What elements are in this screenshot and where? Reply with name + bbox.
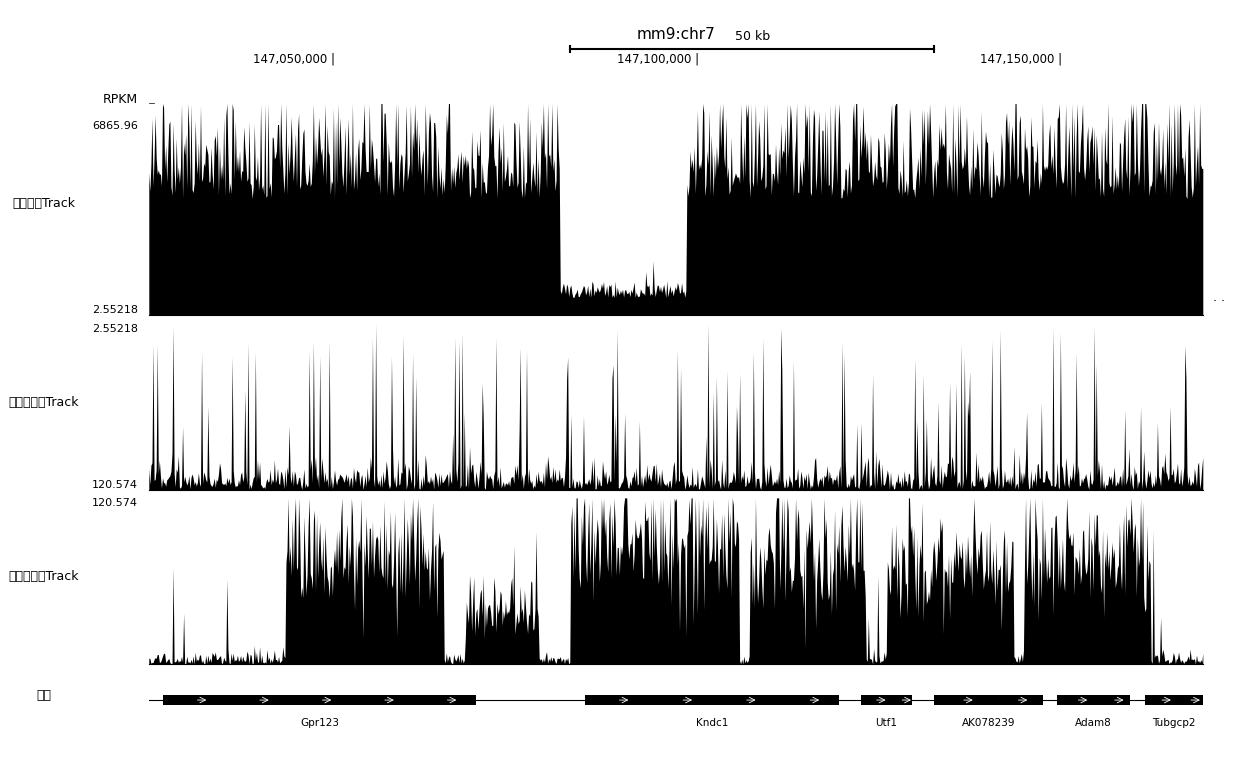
Text: 富集后文库Track: 富集后文库Track xyxy=(9,570,78,584)
Text: 50 kb: 50 kb xyxy=(734,29,770,43)
Text: Kndc1: Kndc1 xyxy=(696,718,728,728)
Text: 2.55218: 2.55218 xyxy=(92,305,138,315)
Text: AK078239: AK078239 xyxy=(961,718,1016,728)
Text: 2.55218: 2.55218 xyxy=(92,324,138,334)
FancyBboxPatch shape xyxy=(1058,695,1130,705)
Text: . .: . . xyxy=(1213,291,1225,303)
Text: 6865.96: 6865.96 xyxy=(93,122,138,132)
FancyBboxPatch shape xyxy=(585,695,839,705)
Text: mm9:chr7: mm9:chr7 xyxy=(636,27,715,43)
Text: Utf1: Utf1 xyxy=(875,718,898,728)
Text: 基因: 基因 xyxy=(36,690,51,702)
Text: 147,100,000 |: 147,100,000 | xyxy=(616,53,698,65)
Text: 核酸探针Track: 核酸探针Track xyxy=(12,197,74,211)
FancyBboxPatch shape xyxy=(164,695,476,705)
Text: 120.574: 120.574 xyxy=(92,480,138,489)
Text: Gpr123: Gpr123 xyxy=(300,718,339,728)
Text: 120.574: 120.574 xyxy=(92,498,138,509)
Text: 147,050,000 |: 147,050,000 | xyxy=(253,53,335,65)
Text: 富集前文库Track: 富集前文库Track xyxy=(9,396,78,409)
Text: RPKM: RPKM xyxy=(103,93,138,106)
Text: Tubgcp2: Tubgcp2 xyxy=(1152,718,1195,728)
FancyBboxPatch shape xyxy=(1145,695,1203,705)
FancyBboxPatch shape xyxy=(861,695,913,705)
Text: Adam8: Adam8 xyxy=(1075,718,1112,728)
Text: 147,150,000 |: 147,150,000 | xyxy=(980,53,1063,65)
FancyBboxPatch shape xyxy=(934,695,1043,705)
